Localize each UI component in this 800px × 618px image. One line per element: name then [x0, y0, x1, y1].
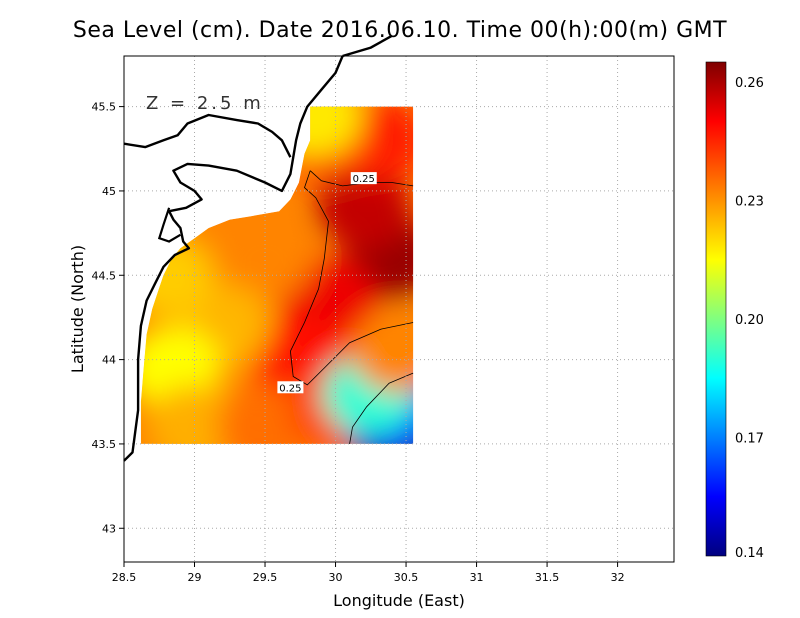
colorbar-tick-label: 0.20 [735, 313, 764, 328]
danube-river [123, 113, 292, 158]
contour-label: 0.25 [353, 174, 375, 185]
field-sample [266, 106, 363, 158]
contour-line [289, 170, 414, 386]
field-sample [351, 309, 414, 394]
x-tick-label: 28.5 [112, 571, 137, 584]
x-tick-label: 30 [329, 571, 343, 584]
coastline-north [342, 34, 393, 58]
y-tick-label: 43 [102, 522, 116, 535]
colorbar-tick-label: 0.26 [735, 76, 764, 91]
y-tick-label: 43.5 [92, 438, 117, 451]
x-tick-label: 30.5 [394, 571, 419, 584]
x-tick-label: 29.5 [253, 571, 278, 584]
depth-annotation: Z = 2.5 m [146, 93, 264, 114]
colorbar-tick-label: 0.14 [735, 546, 764, 561]
y-tick-label: 45 [102, 185, 116, 198]
colorbar-tick-label: 0.23 [735, 194, 764, 209]
colorbar [705, 61, 727, 557]
contour-line [349, 372, 414, 444]
contour-line [309, 170, 414, 187]
y-tick-label: 44 [102, 354, 116, 367]
field-sample [146, 385, 243, 444]
y-tick-label: 44.5 [92, 269, 117, 282]
chart-title: Sea Level (cm). Date 2016.06.10. Time 00… [72, 18, 728, 43]
coastline [123, 55, 344, 462]
plot-frame [123, 55, 675, 563]
x-tick-label: 31.5 [535, 571, 560, 584]
contour-label-bg [277, 381, 304, 394]
field-sample [217, 216, 314, 301]
lagoon-outline [157, 207, 181, 243]
y-tick-label: 45.5 [92, 101, 117, 114]
x-tick-label: 32 [611, 571, 625, 584]
x-axis-label: Longitude (East) [333, 591, 465, 610]
x-tick-label: 31 [470, 571, 484, 584]
contour-label: 0.25 [279, 383, 301, 394]
field-blobs [140, 106, 414, 444]
field-sample [315, 165, 412, 250]
contour-label-bg [350, 172, 377, 185]
y-axis-label: Latitude (North) [68, 245, 87, 373]
sea-level-field [140, 106, 414, 444]
x-tick-label: 29 [188, 571, 202, 584]
colorbar-tick-label: 0.17 [735, 431, 764, 446]
